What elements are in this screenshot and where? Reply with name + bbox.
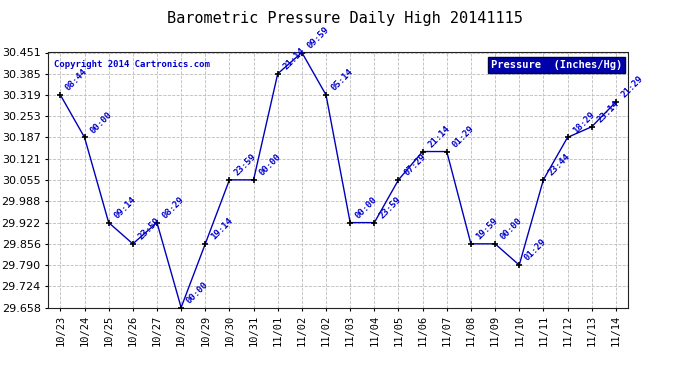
Text: 09:59: 09:59 xyxy=(306,25,331,50)
Text: Pressure  (Inches/Hg): Pressure (Inches/Hg) xyxy=(491,60,622,70)
Text: 00:00: 00:00 xyxy=(257,152,283,178)
Text: 19:59: 19:59 xyxy=(475,216,500,242)
Text: 21:29: 21:29 xyxy=(620,74,645,100)
Text: 00:00: 00:00 xyxy=(88,110,114,135)
Text: 01:29: 01:29 xyxy=(451,124,476,149)
Text: 18:29: 18:29 xyxy=(571,110,597,135)
Text: 21:14: 21:14 xyxy=(426,124,452,149)
Text: Copyright 2014 Cartronics.com: Copyright 2014 Cartronics.com xyxy=(54,60,210,69)
Text: 01:29: 01:29 xyxy=(523,237,549,263)
Text: 08:44: 08:44 xyxy=(64,68,90,93)
Text: 23:44: 23:44 xyxy=(547,152,573,178)
Text: Barometric Pressure Daily High 20141115: Barometric Pressure Daily High 20141115 xyxy=(167,11,523,26)
Text: 08:29: 08:29 xyxy=(161,195,186,220)
Text: 07:29: 07:29 xyxy=(402,152,428,178)
Text: 23:14: 23:14 xyxy=(595,99,621,124)
Text: 09:14: 09:14 xyxy=(112,195,138,220)
Text: 21:14: 21:14 xyxy=(282,46,307,72)
Text: 23:59: 23:59 xyxy=(233,152,259,178)
Text: 00:00: 00:00 xyxy=(185,280,210,305)
Text: 23:59: 23:59 xyxy=(378,195,404,220)
Text: 00:00: 00:00 xyxy=(499,216,524,242)
Text: 00:00: 00:00 xyxy=(354,195,380,220)
Text: 05:14: 05:14 xyxy=(330,68,355,93)
Text: 23:59: 23:59 xyxy=(137,216,162,242)
Text: 19:14: 19:14 xyxy=(209,216,235,242)
